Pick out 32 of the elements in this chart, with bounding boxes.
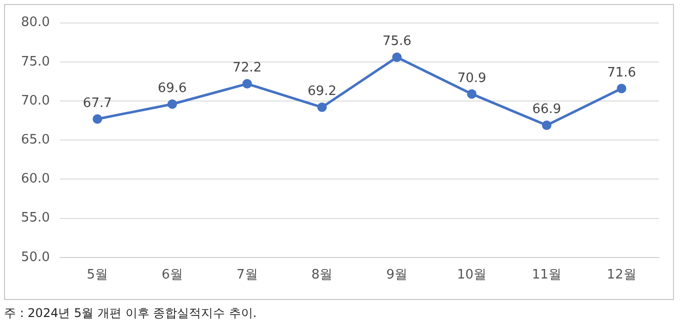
- point: [242, 79, 252, 89]
- data-label: 69.6: [158, 81, 187, 96]
- point: [616, 84, 626, 94]
- text: 주 : 2024년 5월 개편 이후 종합실적지수 추이.: [4, 305, 257, 322]
- data-label: 71.6: [607, 65, 636, 80]
- y-tick-label: 80.0: [20, 15, 50, 30]
- data-label: 70.9: [457, 70, 486, 86]
- y-tick-label: 65.0: [20, 132, 50, 148]
- x-tick-label: 12월: [606, 268, 636, 283]
- x-tick-label: 6월: [162, 268, 183, 283]
- data-label: 67.7: [82, 96, 112, 111]
- x-tick-label: 7월: [236, 268, 258, 283]
- data-label: 66.9: [532, 102, 562, 118]
- point: [92, 114, 102, 124]
- point: [542, 120, 552, 130]
- y-tick-label: 50.0: [20, 250, 50, 265]
- x-tick-label: 9월: [386, 268, 408, 283]
- point: [392, 52, 402, 62]
- data-label: 75.6: [382, 34, 412, 50]
- data-label: 72.2: [232, 60, 262, 76]
- y-tick-label: 60.0: [20, 172, 50, 187]
- x-tick-label: 10월: [457, 268, 487, 283]
- x-tick-label: 11월: [532, 268, 562, 283]
- y-tick-label: 75.0: [20, 54, 50, 70]
- y-tick-label: 70.0: [20, 93, 50, 108]
- x-tick-label: 5월: [86, 268, 108, 283]
- point: [317, 102, 327, 112]
- point: [168, 99, 178, 109]
- data-label: 69.2: [308, 84, 337, 100]
- x-tick-label: 8월: [311, 268, 333, 283]
- y-tick-label: 55.0: [20, 210, 50, 226]
- point: [467, 89, 477, 99]
